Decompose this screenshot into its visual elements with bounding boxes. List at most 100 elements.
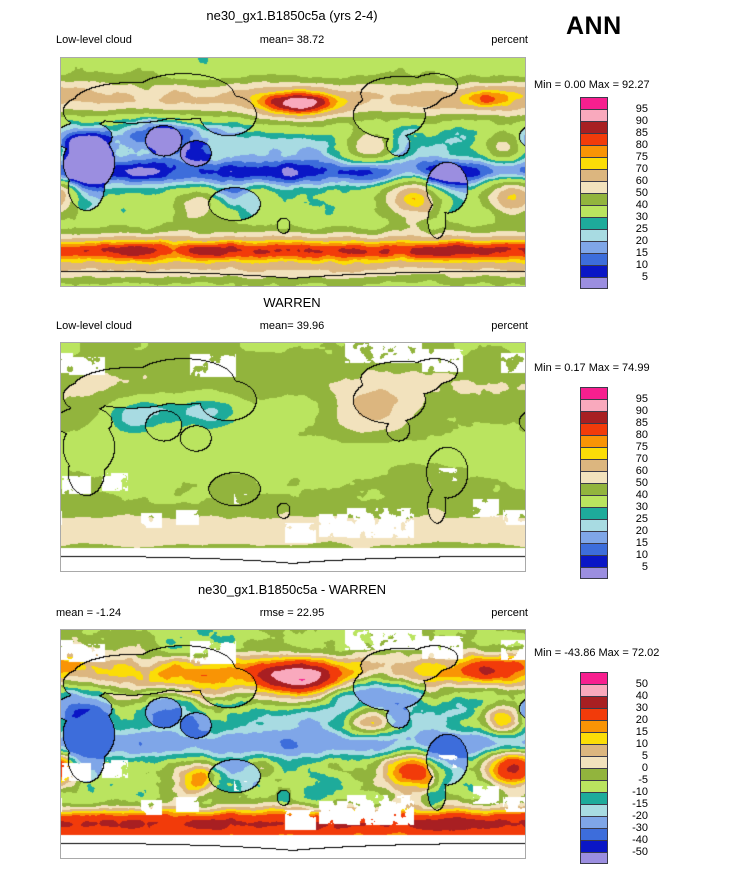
colorbar-tick-label: 80	[635, 429, 648, 441]
colorbar-band	[580, 840, 608, 852]
panel-difference-minmax: Min = -43.86 Max = 72.02	[534, 647, 660, 659]
colorbar-tick-label: 20	[635, 525, 648, 537]
colorbar-band	[580, 471, 608, 483]
colorbar-band	[580, 447, 608, 459]
colorbar-tick-label: 95	[635, 103, 648, 115]
colorbar-tick-label: 70	[635, 453, 648, 465]
colorbar-tick-label: -15	[632, 798, 648, 810]
colorbar-band	[580, 555, 608, 567]
colorbar-band	[580, 708, 608, 720]
panel-model-title: ne30_gx1.B1850c5a (yrs 2-4)	[206, 8, 378, 23]
colorbar-tick-label: 50	[635, 678, 648, 690]
colorbar-tick-label: 40	[635, 690, 648, 702]
colorbar-band	[580, 193, 608, 205]
colorbar-difference-labels: 50 40 30 20 15 10 5 0 -5 -10 -15 -20 -30 -40 -50	[612, 678, 648, 858]
colorbar-band	[580, 241, 608, 253]
colorbar-band	[580, 792, 608, 804]
colorbar-tick-label: 75	[635, 151, 648, 163]
colorbar-band	[580, 145, 608, 157]
colorbar-tick-label: 85	[635, 127, 648, 139]
colorbar-band	[580, 387, 608, 399]
colorbar-tick-label: 5	[641, 271, 648, 283]
colorbar-band	[580, 756, 608, 768]
colorbar-tick-label: 75	[635, 441, 648, 453]
map-model-canvas	[61, 58, 525, 286]
panel-model-minmax: Min = 0.00 Max = 92.27	[534, 79, 650, 91]
colorbar-tick-label: 25	[635, 513, 648, 525]
colorbar-band	[580, 97, 608, 109]
panel-obs-mean-label: mean= 39.96	[259, 320, 325, 332]
colorbar-tick-label: 40	[635, 199, 648, 211]
colorbar-tick-label: 15	[635, 726, 648, 738]
colorbar-tick-label: 95	[635, 393, 648, 405]
colorbar-band	[580, 229, 608, 241]
colorbar-band	[580, 852, 608, 864]
colorbar-band	[580, 495, 608, 507]
colorbar-tick-label: 90	[635, 115, 648, 127]
colorbar-band	[580, 157, 608, 169]
colorbar-band	[580, 205, 608, 217]
panel-difference-rmse-label: rmse = 22.95	[259, 607, 325, 619]
colorbar-band	[580, 543, 608, 555]
colorbar-tick-label: 30	[635, 501, 648, 513]
colorbar-band	[580, 780, 608, 792]
colorbar-band	[580, 696, 608, 708]
colorbar-band	[580, 483, 608, 495]
colorbar-band	[580, 109, 608, 121]
colorbar-band	[580, 507, 608, 519]
colorbar-tick-label: 40	[635, 489, 648, 501]
colorbar-tick-label: 10	[635, 549, 648, 561]
colorbar-band	[580, 519, 608, 531]
colorbar-band	[580, 531, 608, 543]
colorbar-tick-label: 70	[635, 163, 648, 175]
colorbar-tick-label: 5	[641, 561, 648, 573]
colorbar-model-labels: 95 90 85 80 75 70 60 50 40 30 25 20 15 10 5	[612, 103, 648, 283]
colorbar-band	[580, 181, 608, 193]
panel-difference-subheader: mean = -1.24 rmse = 22.95 percent	[56, 607, 528, 621]
map-obs	[60, 342, 526, 572]
colorbar-tick-label: 5	[641, 750, 648, 762]
colorbar-tick-label: -30	[632, 822, 648, 834]
panel-difference-units-label: percent	[491, 607, 528, 619]
colorbar-tick-label: -20	[632, 810, 648, 822]
map-difference-canvas	[61, 630, 525, 858]
colorbar-band	[580, 169, 608, 181]
panel-model-units-label: percent	[491, 34, 528, 46]
colorbar-tick-label: 30	[635, 702, 648, 714]
colorbar-band	[580, 217, 608, 229]
colorbar-band	[580, 744, 608, 756]
colorbar-band	[580, 265, 608, 277]
colorbar-tick-label: 15	[635, 537, 648, 549]
colorbar-band	[580, 423, 608, 435]
colorbar-obs-labels: 95 90 85 80 75 70 60 50 40 30 25 20 15 10 5	[612, 393, 648, 573]
colorbar-tick-label: 85	[635, 417, 648, 429]
colorbar-band	[580, 816, 608, 828]
colorbar-tick-label: -10	[632, 786, 648, 798]
map-obs-canvas	[61, 343, 525, 571]
colorbar-tick-label: 10	[635, 259, 648, 271]
panel-obs-minmax: Min = 0.17 Max = 74.99	[534, 362, 650, 374]
colorbar-tick-label: 80	[635, 139, 648, 151]
map-model	[60, 57, 526, 287]
colorbar-tick-label: 90	[635, 405, 648, 417]
colorbar-band	[580, 828, 608, 840]
colorbar-tick-label: 30	[635, 211, 648, 223]
panel-obs-variable-label: Low-level cloud	[56, 320, 132, 332]
panel-obs-title: WARREN	[263, 295, 321, 310]
colorbar-band	[580, 133, 608, 145]
colorbar-band	[580, 684, 608, 696]
colorbar-band	[580, 768, 608, 780]
colorbar-tick-label: 60	[635, 175, 648, 187]
colorbar-band	[580, 411, 608, 423]
panel-obs-subheader: Low-level cloud mean= 39.96 percent	[56, 320, 528, 334]
colorbar-model	[580, 97, 608, 289]
colorbar-tick-label: 60	[635, 465, 648, 477]
colorbar-band	[580, 567, 608, 579]
map-difference	[60, 629, 526, 859]
panel-model-variable-label: Low-level cloud	[56, 34, 132, 46]
colorbar-tick-label: 50	[635, 477, 648, 489]
panel-difference-title: ne30_gx1.B1850c5a - WARREN	[197, 582, 387, 597]
colorbar-band	[580, 399, 608, 411]
season-label: ANN	[566, 12, 622, 40]
colorbar-tick-label: -5	[638, 774, 648, 786]
